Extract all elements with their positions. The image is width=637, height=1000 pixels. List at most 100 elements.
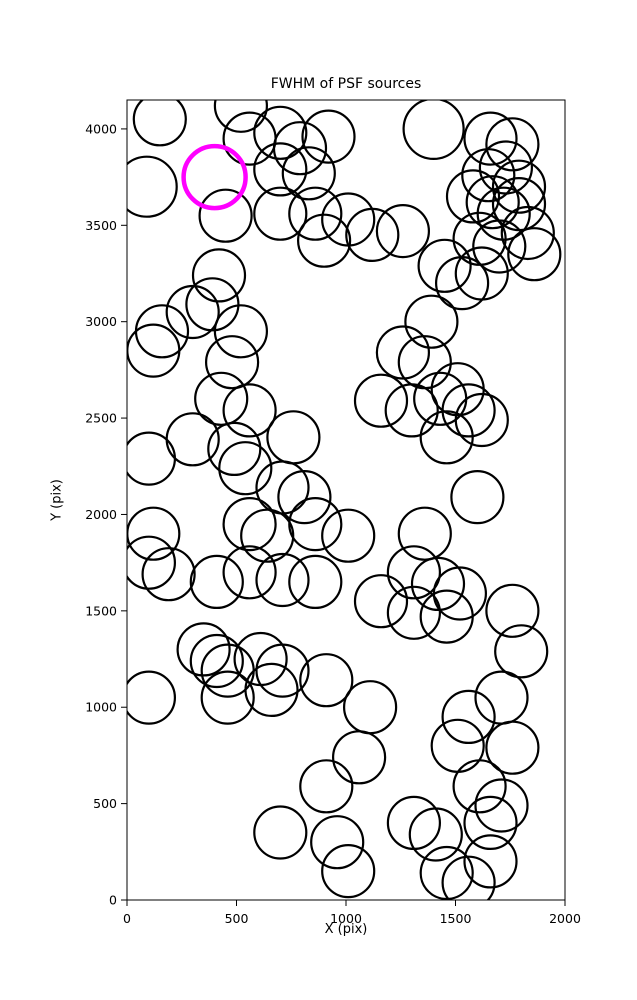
source-circle	[494, 624, 549, 679]
source-circle	[386, 795, 441, 851]
source-circle	[397, 506, 452, 561]
source-circle	[485, 117, 540, 172]
source-circle	[205, 335, 260, 390]
source-circle	[474, 670, 529, 725]
source-circle	[435, 256, 490, 311]
source-circle	[507, 227, 562, 282]
source-circle	[185, 277, 240, 332]
source-circle	[353, 373, 409, 428]
source-circle	[297, 213, 352, 268]
source-circle	[397, 335, 452, 390]
source-circle	[321, 508, 376, 563]
source-circle	[253, 186, 308, 241]
source-circle	[343, 680, 398, 735]
source-circle	[191, 248, 247, 303]
source-circle	[321, 843, 376, 899]
source-circle	[141, 547, 196, 602]
source-circle	[419, 410, 474, 465]
source-circle	[410, 556, 466, 612]
source-circle	[244, 662, 299, 718]
chart-title: FWHM of PSF sources	[270, 76, 422, 92]
source-circle	[255, 643, 310, 698]
source-circle	[465, 175, 520, 230]
source-circle	[194, 371, 249, 426]
source-circle	[445, 169, 501, 224]
source-circle	[441, 689, 496, 745]
source-circle	[386, 545, 441, 600]
source-circle	[277, 470, 332, 525]
x-axis-label: X (pix)	[324, 922, 368, 937]
source-circle	[375, 204, 430, 259]
source-circle	[299, 653, 354, 708]
source-circle	[419, 845, 474, 900]
source-circle	[127, 535, 176, 590]
source-circle	[491, 159, 547, 214]
y-tick-label: 1000	[85, 700, 117, 715]
x-tick-label: 0	[123, 911, 131, 926]
source-circle	[450, 470, 505, 525]
source-circle	[213, 100, 268, 133]
source-circle	[198, 188, 253, 243]
source-circle	[200, 670, 255, 725]
highlighted-source-circle	[181, 143, 248, 211]
source-circle	[454, 246, 509, 301]
source-circle	[240, 508, 295, 563]
source-circle	[222, 545, 277, 600]
source-circle	[413, 371, 468, 426]
x-tick-label: 500	[225, 911, 249, 926]
y-tick-label: 2500	[85, 411, 117, 426]
source-circle	[478, 140, 533, 195]
markers-layer	[127, 100, 562, 900]
source-circle	[485, 583, 540, 638]
source-circle	[272, 121, 328, 176]
source-circle	[127, 670, 176, 725]
source-circle	[127, 431, 176, 486]
source-circle	[402, 100, 465, 160]
source-circle	[253, 805, 308, 860]
source-circle	[417, 238, 472, 293]
source-circle	[213, 304, 268, 359]
y-tick-label: 1500	[85, 603, 117, 618]
source-circle	[288, 496, 343, 552]
source-circle	[301, 109, 356, 164]
source-circle	[353, 574, 409, 629]
source-circle	[288, 186, 343, 241]
source-circle	[375, 325, 430, 380]
source-circle	[485, 720, 540, 775]
source-circle	[218, 441, 273, 496]
source-circle	[189, 633, 244, 689]
y-tick-label: 0	[109, 893, 117, 908]
source-circle	[441, 855, 496, 900]
source-circle	[463, 834, 518, 889]
source-circle	[474, 778, 529, 833]
x-tick-label: 1000	[330, 911, 362, 926]
x-tick-label: 2000	[549, 911, 581, 926]
source-circle	[288, 554, 343, 610]
source-circle	[332, 730, 387, 785]
source-circle	[419, 589, 474, 644]
source-circle	[253, 142, 308, 197]
source-circle	[299, 759, 354, 814]
y-tick-label: 4000	[85, 121, 117, 136]
source-circle	[127, 155, 178, 218]
source-circle	[310, 815, 365, 870]
source-circle	[430, 718, 485, 773]
source-circle	[441, 383, 496, 438]
source-circle	[132, 100, 187, 147]
source-circle	[463, 111, 518, 166]
y-axis-label: Y (pix)	[49, 479, 65, 521]
source-circle	[253, 105, 308, 160]
y-tick-label: 2000	[85, 507, 117, 522]
y-tick-label: 3500	[85, 218, 117, 233]
source-circle	[345, 207, 400, 262]
source-circle	[404, 294, 459, 349]
source-circle	[127, 323, 181, 378]
source-circle	[189, 554, 244, 610]
source-circle	[452, 759, 507, 814]
x-tick-label: 1500	[440, 911, 472, 926]
source-circle	[222, 496, 277, 552]
source-circle	[222, 383, 277, 438]
source-circle	[255, 552, 310, 608]
